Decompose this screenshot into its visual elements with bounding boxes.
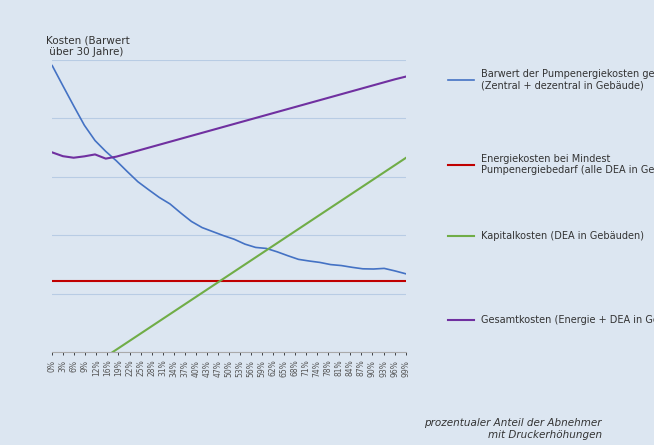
Text: prozentualer Anteil der Abnehmer
mit Druckerhöhungen: prozentualer Anteil der Abnehmer mit Dru… <box>424 418 602 440</box>
Text: Barwert der Pumpenergiekosten gesamt
(Zentral + dezentral in Gebäude): Barwert der Pumpenergiekosten gesamt (Ze… <box>481 69 654 91</box>
Text: Kapitalkosten (DEA in Gebäuden): Kapitalkosten (DEA in Gebäuden) <box>481 231 644 241</box>
Text: Gesamtkosten (Energie + DEA in Gebäuden): Gesamtkosten (Energie + DEA in Gebäuden) <box>481 316 654 325</box>
Text: Energiekosten bei Mindest
Pumpenergiebedarf (alle DEA in Gebäuden): Energiekosten bei Mindest Pumpenergiebed… <box>481 154 654 175</box>
Text: Kosten (Barwert
 über 30 Jahre): Kosten (Barwert über 30 Jahre) <box>46 36 129 57</box>
